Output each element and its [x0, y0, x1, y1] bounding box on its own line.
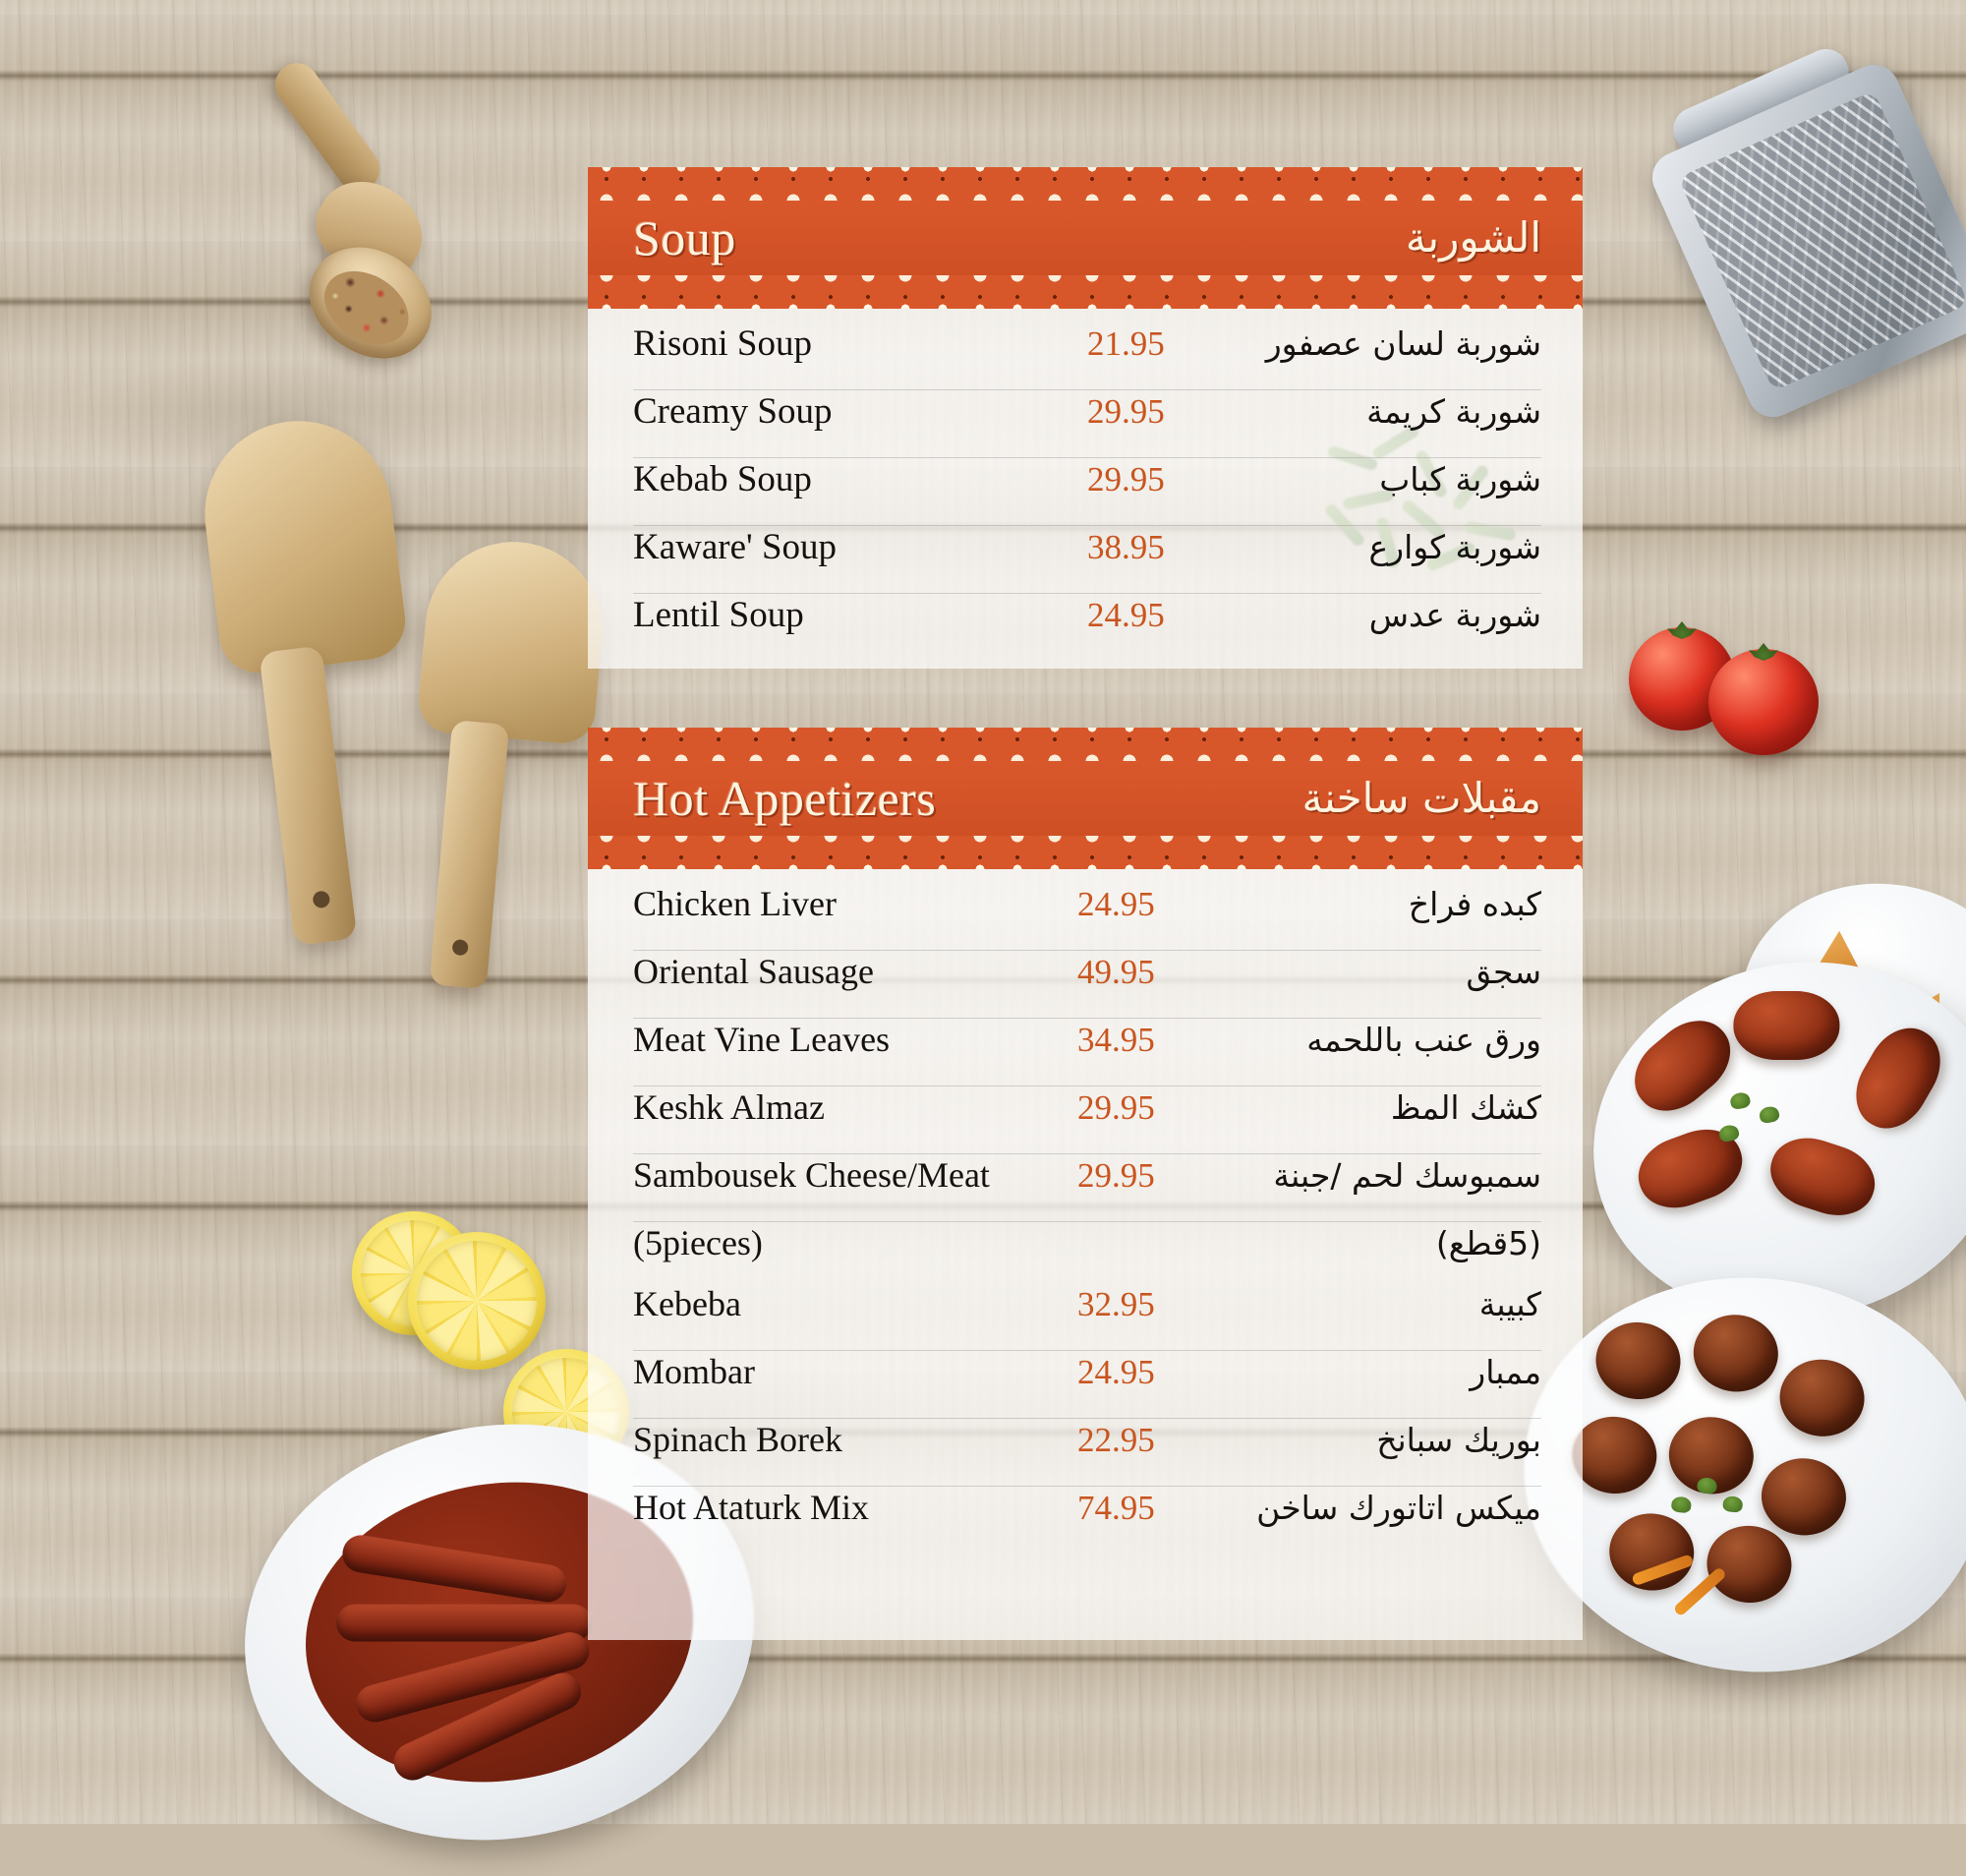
hot-appetizers-title-arabic: مقبلات ساخنة — [1301, 773, 1541, 822]
item-name-arabic: كبده فراخ — [1408, 885, 1541, 923]
item-name-english: Kebab Soup — [633, 459, 812, 499]
item-name-english: Kebeba — [633, 1284, 741, 1323]
menu-row: Spinach Borek 22.95 بوريك سبانخ — [633, 1419, 1541, 1487]
item-name-english: Oriental Sausage — [633, 952, 874, 991]
item-price: 49.95 — [1077, 953, 1155, 991]
item-name-arabic: سجق — [1466, 953, 1541, 991]
menu-row: Lentil Soup 24.95 شوربة عدس — [633, 594, 1541, 662]
item-name-english: Chicken Liver — [633, 884, 837, 923]
soup-title-english: Soup — [633, 210, 736, 265]
soup-title-arabic: الشوربة — [1405, 212, 1541, 262]
item-name-arabic: شوربة كريمة — [1366, 392, 1541, 431]
ornamental-border-top — [588, 728, 1583, 761]
item-name-english: Mombar — [633, 1352, 755, 1391]
menu-row: Oriental Sausage 49.95 سجق — [633, 951, 1541, 1019]
item-name-arabic: كشك المظ — [1390, 1088, 1541, 1127]
item-name-english: Sambousek Cheese/Meat — [633, 1155, 990, 1195]
item-name-english: Lentil Soup — [633, 595, 804, 635]
menu-row: Kebeba 32.95 كبيبة — [633, 1283, 1541, 1351]
ornamental-border-bottom — [588, 275, 1583, 309]
menu-row-continuation: (5pieces) (5قطع) — [633, 1222, 1541, 1283]
item-price: 29.95 — [1087, 460, 1165, 498]
item-price: 29.95 — [1077, 1156, 1155, 1195]
soup-item-list: Risoni Soup 21.95 شوربة لسان عصفور Cream… — [588, 309, 1583, 679]
hot-appetizers-title-english: Hot Appetizers — [633, 771, 937, 826]
menu-row: Meat Vine Leaves 34.95 ورق عنب باللحمه — [633, 1019, 1541, 1086]
hot-appetizers-item-list: Chicken Liver 24.95 كبده فراخ Oriental S… — [588, 869, 1583, 1572]
item-name-english: Hot Ataturk Mix — [633, 1488, 869, 1527]
soup-menu-panel: Soup الشوربة Risoni Soup 21.95 شوربة لسا… — [588, 167, 1583, 669]
menu-row: Kaware' Soup 38.95 شوربة كوارع — [633, 526, 1541, 594]
item-name-english: Meat Vine Leaves — [633, 1020, 891, 1059]
hot-appetizers-menu-panel: Hot Appetizers مقبلات ساخنة Chicken Live… — [588, 728, 1583, 1640]
menu-row: Creamy Soup 29.95 شوربة كريمة — [633, 390, 1541, 458]
item-price: 34.95 — [1077, 1021, 1155, 1059]
item-price: 24.95 — [1087, 596, 1165, 634]
item-price: 21.95 — [1087, 324, 1165, 363]
menu-row: Mombar 24.95 ممبار — [633, 1351, 1541, 1419]
menu-row: Sambousek Cheese/Meat 29.95 سمبوسك لحم /… — [633, 1154, 1541, 1222]
item-name-english: Creamy Soup — [633, 391, 833, 432]
item-name-arabic: شوربة لسان عصفور — [1265, 324, 1541, 363]
item-price: 24.95 — [1077, 1353, 1155, 1391]
item-name-arabic: ميكس اتاتورك ساخن — [1256, 1489, 1541, 1527]
menu-row: Kebab Soup 29.95 شوربة كباب — [633, 458, 1541, 526]
item-name-arabic: ممبار — [1470, 1353, 1541, 1391]
item-name-arabic: سمبوسك لحم /جبنة — [1273, 1156, 1541, 1195]
item-name-arabic: بوريك سبانخ — [1376, 1421, 1541, 1459]
item-name-english: (5pieces) — [633, 1223, 763, 1262]
item-price: 38.95 — [1087, 528, 1165, 566]
item-name-arabic: شوربة كباب — [1379, 460, 1541, 498]
menu-row: Risoni Soup 21.95 شوربة لسان عصفور — [633, 322, 1541, 390]
item-name-arabic: كبيبة — [1478, 1285, 1541, 1323]
item-name-english: Keshk Almaz — [633, 1087, 825, 1127]
menu-row: Keshk Almaz 29.95 كشك المظ — [633, 1086, 1541, 1154]
hot-appetizers-section-header: Hot Appetizers مقبلات ساخنة — [588, 761, 1583, 836]
item-name-english: Spinach Borek — [633, 1420, 842, 1459]
item-price: 24.95 — [1077, 885, 1155, 923]
item-name-arabic: شوربة كوارع — [1368, 528, 1541, 566]
ornamental-border-top — [588, 167, 1583, 201]
item-name-arabic: ورق عنب باللحمه — [1306, 1021, 1541, 1059]
item-name-arabic: (5قطع) — [1435, 1224, 1541, 1262]
item-price: 32.95 — [1077, 1285, 1155, 1323]
menu-row: Chicken Liver 24.95 كبده فراخ — [633, 883, 1541, 951]
item-name-arabic: شوربة عدس — [1368, 596, 1541, 634]
ornamental-border-bottom — [588, 836, 1583, 869]
item-name-english: Risoni Soup — [633, 323, 812, 364]
soup-section-header: Soup الشوربة — [588, 201, 1583, 275]
menu-row: Hot Ataturk Mix 74.95 ميكس اتاتورك ساخن — [633, 1487, 1541, 1554]
item-name-english: Kaware' Soup — [633, 527, 838, 567]
item-price: 22.95 — [1077, 1421, 1155, 1459]
item-price: 74.95 — [1077, 1489, 1155, 1527]
item-price: 29.95 — [1087, 392, 1165, 431]
item-price: 29.95 — [1077, 1088, 1155, 1127]
